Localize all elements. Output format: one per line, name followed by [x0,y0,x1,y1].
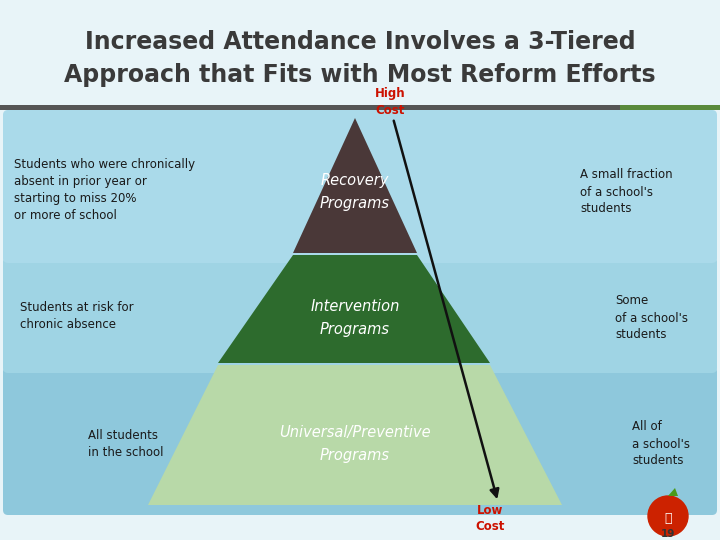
Text: All of
a school's
students: All of a school's students [632,421,690,468]
Text: Approach that Fits with Most Reform Efforts: Approach that Fits with Most Reform Effo… [64,63,656,87]
Text: Intervention
Programs: Intervention Programs [310,299,400,336]
FancyBboxPatch shape [3,110,717,263]
FancyBboxPatch shape [3,367,717,515]
Polygon shape [293,118,417,253]
Circle shape [648,496,688,536]
Text: Increased Attendance Involves a 3-Tiered: Increased Attendance Involves a 3-Tiered [85,30,635,54]
Polygon shape [218,255,490,363]
FancyBboxPatch shape [3,257,717,373]
Text: Universal/Preventive
Programs: Universal/Preventive Programs [279,426,431,463]
Text: High
Cost: High Cost [375,87,405,117]
Text: ✋: ✋ [665,511,672,524]
Bar [0,105,620,110]
FancyBboxPatch shape [0,0,720,105]
Text: Low
Cost: Low Cost [475,503,505,532]
Text: Students who were chronically
absent in prior year or
starting to miss 20%
or mo: Students who were chronically absent in … [14,158,195,222]
Text: 19: 19 [661,529,675,539]
Bar [620,105,720,110]
Text: A small fraction
of a school's
students: A small fraction of a school's students [580,168,672,215]
Polygon shape [668,488,678,496]
Polygon shape [148,365,562,505]
Text: Students at risk for
chronic absence: Students at risk for chronic absence [20,301,134,331]
Text: Recovery
Programs: Recovery Programs [320,173,390,211]
Text: Some
of a school's
students: Some of a school's students [615,294,688,341]
Text: All students
in the school: All students in the school [88,429,163,459]
